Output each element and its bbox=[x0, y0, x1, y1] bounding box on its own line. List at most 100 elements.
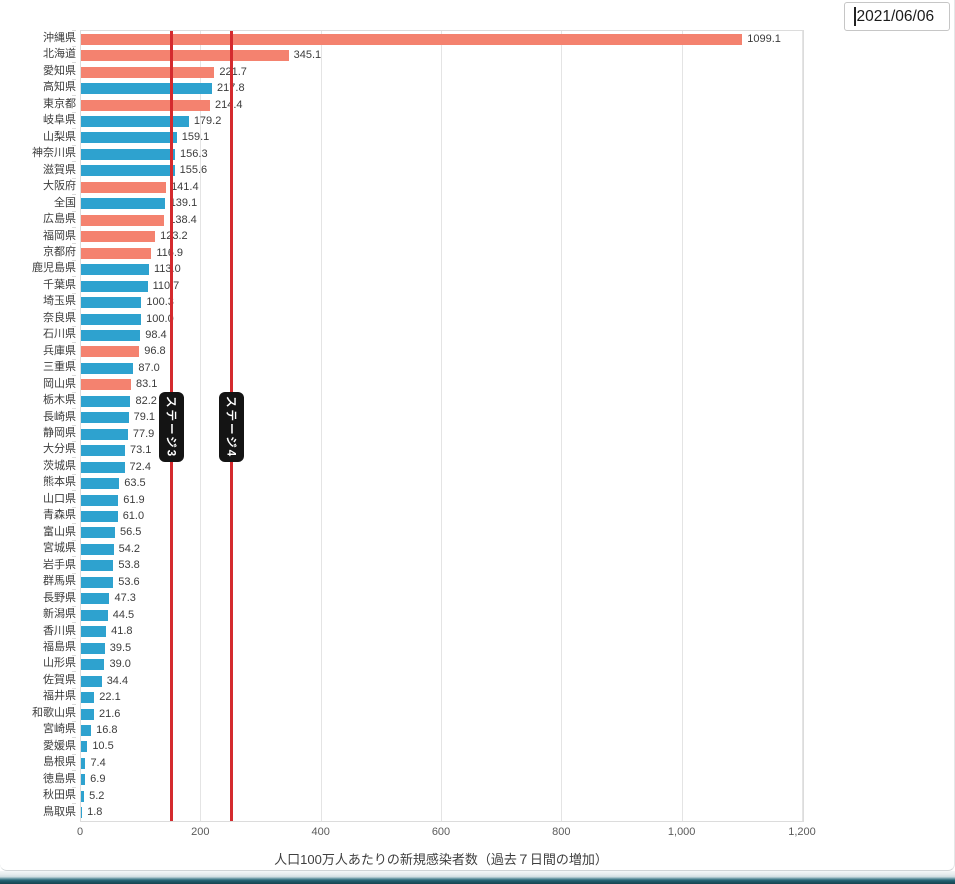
y-axis-tick bbox=[72, 227, 76, 228]
bar-宮崎県 bbox=[81, 724, 92, 736]
bar-row: 116.9 bbox=[81, 245, 803, 261]
y-axis-tick bbox=[72, 358, 76, 360]
bar-value-label: 39.0 bbox=[109, 658, 131, 671]
category-label: 宮崎県 bbox=[43, 723, 76, 736]
y-axis-tick bbox=[72, 770, 76, 772]
bar-value-label: 63.5 bbox=[124, 477, 146, 490]
y-axis-tick bbox=[72, 45, 76, 47]
y-axis-tick bbox=[72, 753, 76, 755]
y-axis-tick bbox=[72, 473, 76, 475]
y-axis-tick bbox=[72, 29, 76, 31]
gridline bbox=[441, 31, 442, 821]
bar-row: 10.5 bbox=[81, 739, 803, 755]
bar-value-label: 138.4 bbox=[169, 213, 197, 226]
bar-島根県 bbox=[81, 757, 86, 769]
bar-value-label: 79.1 bbox=[133, 411, 155, 424]
category-label: 熊本県 bbox=[43, 476, 76, 489]
bar-value-label: 100.0 bbox=[146, 312, 174, 325]
bar-value-label: 1.8 bbox=[87, 806, 103, 819]
bar-row: 110.7 bbox=[81, 278, 803, 294]
y-axis-tick bbox=[72, 177, 76, 179]
bar-row: 54.2 bbox=[81, 541, 803, 557]
y-axis-tick bbox=[72, 539, 76, 541]
bar-香川県 bbox=[81, 626, 107, 638]
bar-山形県 bbox=[81, 659, 105, 671]
bar-value-label: 123.2 bbox=[160, 230, 188, 243]
category-label: 岐阜県 bbox=[43, 114, 76, 127]
category-label: 福岡県 bbox=[43, 229, 76, 242]
bar-value-label: 10.5 bbox=[92, 740, 114, 753]
category-label: 新潟県 bbox=[43, 608, 76, 621]
bar-富山県 bbox=[81, 527, 115, 539]
bar-value-label: 22.1 bbox=[99, 691, 121, 704]
bar-row: 22.1 bbox=[81, 689, 803, 705]
bar-value-label: 61.9 bbox=[123, 493, 145, 506]
bar-value-label: 141.4 bbox=[171, 180, 199, 193]
y-axis-tick bbox=[72, 638, 76, 640]
bar-value-label: 39.5 bbox=[109, 641, 132, 654]
bar-山梨県 bbox=[81, 132, 177, 144]
category-label: 東京都 bbox=[43, 97, 76, 110]
gridline bbox=[200, 31, 202, 821]
bar-row: 179.2 bbox=[81, 113, 803, 129]
category-label: 福井県 bbox=[43, 690, 76, 703]
bar-value-label: 179.2 bbox=[193, 115, 222, 127]
bar-row: 16.8 bbox=[81, 722, 803, 738]
y-axis-tick bbox=[72, 62, 76, 64]
category-label: 徳島県 bbox=[43, 772, 76, 785]
y-axis-tick bbox=[72, 144, 76, 146]
bar-row: 141.4 bbox=[81, 179, 803, 195]
y-axis-tick bbox=[72, 292, 76, 294]
chart-plot-area: 1099.1 345.1 221.7 217.8 214.4 179.2 159.1 156.… bbox=[80, 30, 804, 822]
bar-row: 53.6 bbox=[81, 574, 803, 590]
bar-row: 77.9 bbox=[81, 426, 803, 442]
bar-row: 221.7 bbox=[81, 64, 803, 80]
y-axis-labels: 沖縄県 北海道 愛知県 高知県 東京都 岐阜県 山梨県 神奈川県 滋賀県 大阪府 全国 広島県 福岡県京… bbox=[0, 29, 76, 820]
category-label: 高知県 bbox=[43, 81, 76, 94]
category-label: 全国 bbox=[54, 196, 76, 209]
bar-value-label: 1099.1 bbox=[747, 32, 781, 45]
bar-value-label: 21.6 bbox=[98, 707, 121, 720]
bar-value-label: 53.6 bbox=[118, 575, 140, 588]
y-axis-tick bbox=[72, 490, 76, 492]
y-axis-tick bbox=[72, 391, 76, 393]
bar-鳥取県 bbox=[81, 807, 83, 819]
bar-大阪府 bbox=[81, 181, 167, 193]
bar-row: 217.8 bbox=[81, 80, 803, 96]
bar-row: 100.0 bbox=[81, 311, 803, 327]
y-axis-tick bbox=[72, 605, 76, 607]
x-tick-label: 600 bbox=[431, 826, 451, 838]
y-axis-tick bbox=[72, 128, 76, 130]
category-label: 宮城県 bbox=[43, 542, 76, 555]
bar-沖縄県 bbox=[81, 33, 743, 45]
date-input[interactable]: 2021/06/06 bbox=[844, 2, 950, 31]
date-value: 2021/06/06 bbox=[856, 7, 935, 25]
y-axis-tick bbox=[72, 506, 76, 508]
bar-row: 96.8 bbox=[81, 344, 803, 360]
category-label: 佐賀県 bbox=[43, 673, 76, 686]
bar-徳島県 bbox=[81, 774, 86, 786]
category-label: 沖縄県 bbox=[43, 32, 76, 44]
bar-茨城県 bbox=[81, 461, 125, 473]
bar-鹿児島県 bbox=[81, 264, 149, 276]
bar-福島県 bbox=[81, 642, 105, 654]
bar-北海道 bbox=[81, 50, 289, 62]
bar-value-label: 77.9 bbox=[132, 427, 155, 440]
text-cursor bbox=[854, 7, 856, 26]
bar-value-label: 110.7 bbox=[152, 279, 180, 292]
y-axis-tick bbox=[72, 424, 76, 426]
x-tick-label: 200 bbox=[191, 826, 210, 838]
bar-value-label: 5.2 bbox=[89, 789, 105, 802]
x-tick-label: 1,200 bbox=[788, 826, 816, 838]
bar-value-label: 56.5 bbox=[119, 526, 142, 539]
bar-row: 56.5 bbox=[81, 525, 803, 541]
category-label: 群馬県 bbox=[43, 575, 76, 588]
bar-value-label: 44.5 bbox=[112, 608, 135, 621]
bar-value-label: 16.8 bbox=[96, 723, 118, 736]
category-label: 島根県 bbox=[43, 756, 76, 769]
gridline bbox=[802, 31, 803, 821]
category-label: 香川県 bbox=[43, 624, 76, 637]
y-axis-tick bbox=[72, 78, 76, 80]
category-label: 山梨県 bbox=[43, 130, 76, 143]
